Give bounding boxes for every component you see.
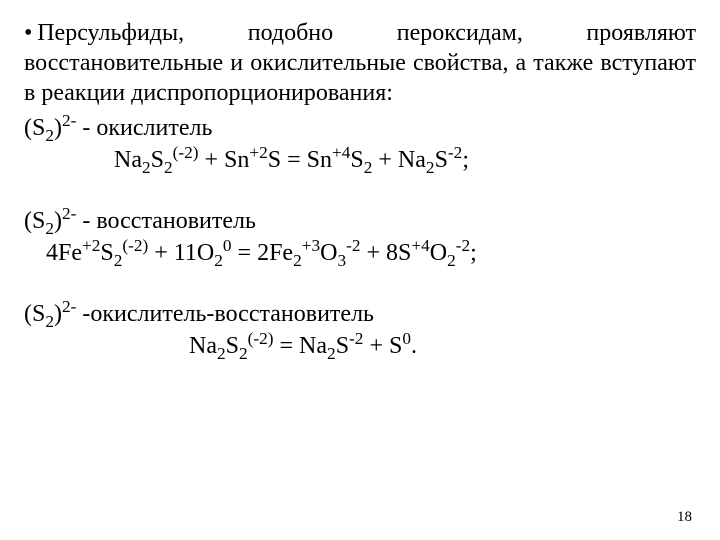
- t: = Na: [274, 333, 328, 359]
- p: +2: [82, 236, 100, 255]
- p: (-2): [248, 329, 274, 348]
- equation-2: 4Fe+2S2(-2) + 11O20 = 2Fe2+3O3-2 + 8S+4O…: [24, 237, 696, 269]
- t: S: [435, 147, 448, 173]
- sup: 2-: [62, 297, 76, 316]
- text: (S: [24, 115, 45, 141]
- t: 4Fe: [46, 240, 82, 266]
- t: S: [226, 333, 239, 359]
- s: 2: [447, 251, 456, 270]
- p: +4: [332, 143, 350, 162]
- text: - восстановитель: [76, 208, 256, 234]
- t: S = Sn: [268, 147, 332, 173]
- text: -окислитель-восстановитель: [76, 301, 374, 327]
- t: S: [336, 333, 349, 359]
- redox-label: (S2)2- -окислитель-восстановитель: [24, 298, 696, 330]
- text: ): [54, 208, 62, 234]
- t: ;: [470, 240, 477, 266]
- oxidizer-label: (S2)2- - окислитель: [24, 112, 696, 144]
- t: + 11O: [148, 240, 214, 266]
- s: 3: [337, 251, 346, 270]
- sup: 2-: [62, 111, 76, 130]
- s: 2: [327, 344, 336, 363]
- p: 0: [223, 236, 232, 255]
- t: Na: [189, 333, 217, 359]
- sub: 2: [45, 311, 54, 330]
- p: -2: [448, 143, 462, 162]
- t: O: [320, 240, 337, 266]
- t: = 2Fe: [232, 240, 294, 266]
- t: + S: [363, 333, 402, 359]
- text: (S: [24, 208, 45, 234]
- s: 2: [214, 251, 223, 270]
- sub: 2: [45, 126, 54, 145]
- t: O: [430, 240, 447, 266]
- t: + 8S: [360, 240, 411, 266]
- p: -2: [456, 236, 470, 255]
- s: 2: [293, 251, 302, 270]
- p: +2: [249, 143, 267, 162]
- t: .: [411, 333, 417, 359]
- reducer-label: (S2)2- - восстановитель: [24, 205, 696, 237]
- text: (S: [24, 301, 45, 327]
- equation-1: Na2S2(-2) + Sn+2S = Sn+4S2 + Na2S-2;: [24, 144, 696, 176]
- text: ): [54, 115, 62, 141]
- t: S: [100, 240, 113, 266]
- t: ;: [462, 147, 469, 173]
- p: (-2): [122, 236, 148, 255]
- t: + Sn: [199, 147, 250, 173]
- t: S: [350, 147, 363, 173]
- t: + Na: [372, 147, 426, 173]
- p: 0: [402, 329, 411, 348]
- page-number: 18: [677, 509, 692, 526]
- text: - окислитель: [76, 115, 212, 141]
- t: Na: [114, 147, 142, 173]
- p: +3: [302, 236, 320, 255]
- t: S: [151, 147, 164, 173]
- text: ): [54, 301, 62, 327]
- intro-paragraph: • Персульфиды, подобно пероксидам, прояв…: [24, 18, 696, 108]
- p: +4: [411, 236, 429, 255]
- s: 2: [142, 158, 151, 177]
- p: -2: [346, 236, 360, 255]
- s: 2: [426, 158, 435, 177]
- s: 2: [217, 344, 226, 363]
- p: (-2): [173, 143, 199, 162]
- equation-3: Na2S2(-2) = Na2S-2 + S0.: [24, 330, 696, 362]
- sub: 2: [45, 219, 54, 238]
- sup: 2-: [62, 204, 76, 223]
- s: 2: [239, 344, 248, 363]
- p: -2: [349, 329, 363, 348]
- s: 2: [164, 158, 173, 177]
